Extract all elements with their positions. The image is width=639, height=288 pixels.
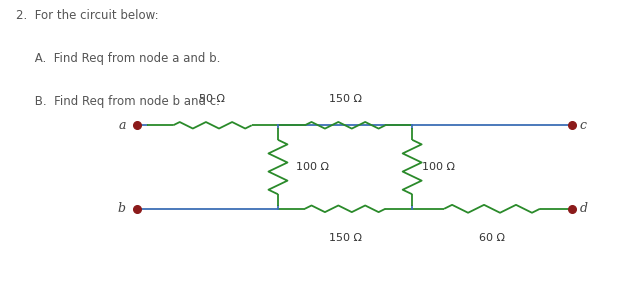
Text: a: a <box>118 119 126 132</box>
Text: c: c <box>580 119 587 132</box>
Text: 50 Ω: 50 Ω <box>199 94 226 104</box>
Text: 150 Ω: 150 Ω <box>328 94 362 104</box>
Text: d: d <box>580 202 588 215</box>
Text: 60 Ω: 60 Ω <box>479 233 505 243</box>
Text: A.  Find Req from node a and b.: A. Find Req from node a and b. <box>16 52 220 65</box>
Text: 100 Ω: 100 Ω <box>422 162 455 172</box>
Text: B.  Find Req from node b and c.: B. Find Req from node b and c. <box>16 95 220 108</box>
Text: 150 Ω: 150 Ω <box>328 233 362 243</box>
Text: 100 Ω: 100 Ω <box>296 162 329 172</box>
Text: b: b <box>118 202 126 215</box>
Text: 2.  For the circuit below:: 2. For the circuit below: <box>16 9 158 22</box>
